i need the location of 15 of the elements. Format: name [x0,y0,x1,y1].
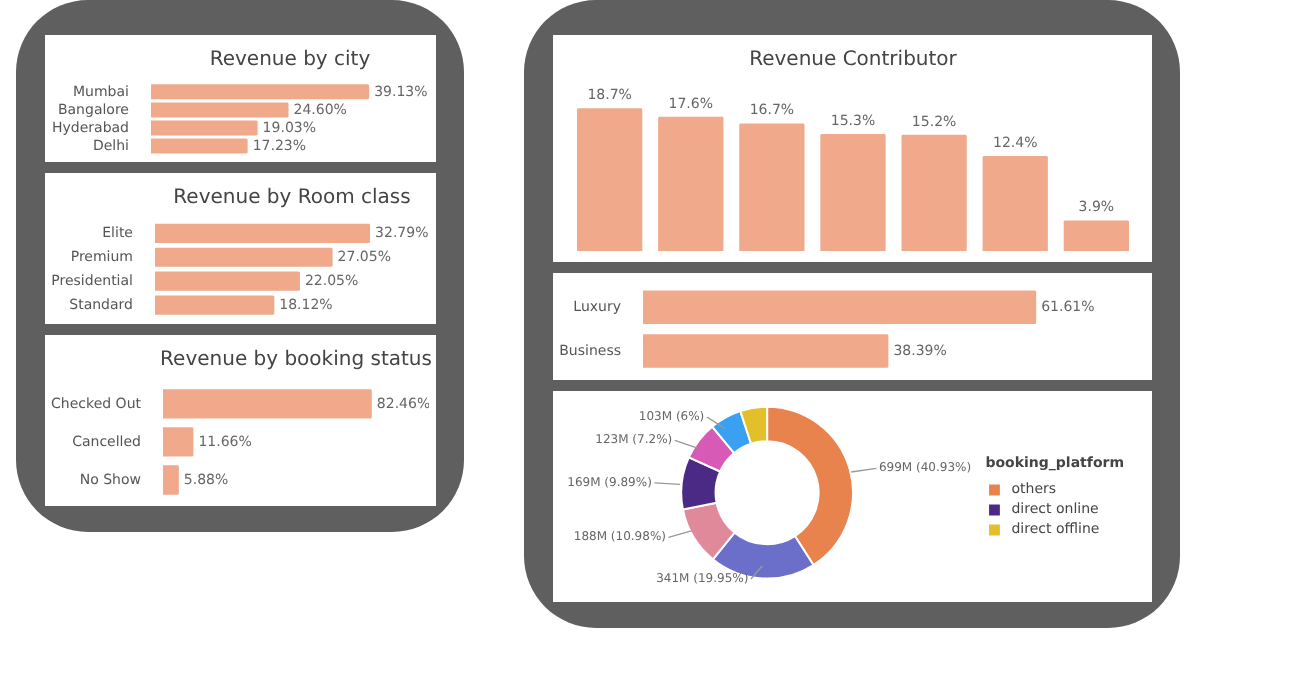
bar [658,116,724,251]
bar [1063,220,1129,251]
bar [982,156,1048,251]
bar [820,134,886,251]
bar [155,295,275,315]
bar [901,134,967,251]
bar [155,223,371,243]
bar [739,123,805,251]
bar [155,271,300,291]
chart-title: Revenue by booking status [160,349,432,371]
chart-title: Revenue Contributor [749,49,959,71]
chart-title: Revenue by Room class [173,187,411,209]
bar [155,247,333,267]
chart-title: Revenue by city [209,49,371,71]
bar [577,108,643,251]
